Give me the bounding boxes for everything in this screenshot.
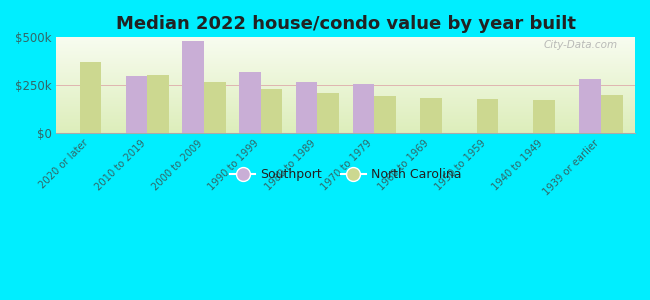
Bar xyxy=(579,80,601,133)
Bar xyxy=(296,82,317,133)
Bar xyxy=(374,96,396,133)
Bar xyxy=(204,82,226,133)
Legend: Southport, North Carolina: Southport, North Carolina xyxy=(226,163,466,186)
Bar xyxy=(239,72,261,133)
Bar xyxy=(317,93,339,133)
Bar xyxy=(476,99,499,133)
Bar xyxy=(420,98,441,133)
Bar xyxy=(601,95,623,133)
Bar xyxy=(261,89,282,133)
Bar xyxy=(125,76,148,133)
Title: Median 2022 house/condo value by year built: Median 2022 house/condo value by year bu… xyxy=(116,15,576,33)
Bar xyxy=(183,41,204,133)
Bar xyxy=(352,84,374,133)
Bar xyxy=(148,75,169,133)
Text: City-Data.com: City-Data.com xyxy=(543,40,618,50)
Bar xyxy=(80,62,101,133)
Bar xyxy=(534,100,555,133)
